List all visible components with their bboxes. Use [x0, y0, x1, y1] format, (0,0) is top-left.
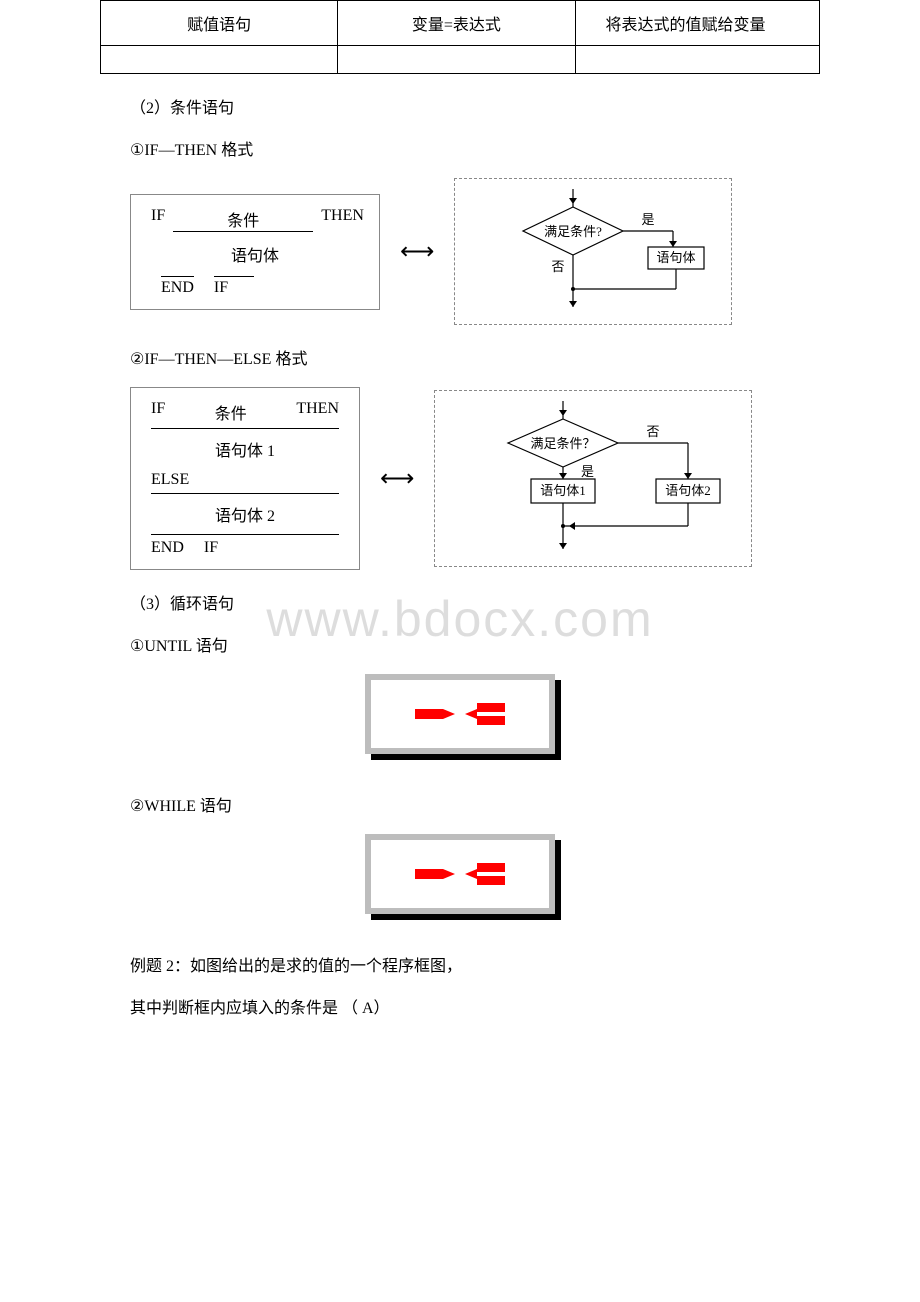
flowchart-svg: 满足条件？ 否 语句体2 是 语句体1 — [443, 401, 743, 551]
label-if-then-else: ②IF—THEN—ELSE 格式 — [130, 345, 820, 369]
kw-else: ELSE — [151, 471, 189, 489]
yes-label: 是 — [642, 212, 655, 227]
kw-if2: IF — [204, 539, 218, 557]
if-then-diagram-row: IF 条件 THEN 语句体 END IF ⟷ 满足条件? 是 语 — [130, 178, 820, 325]
kw-if2: IF — [214, 276, 254, 297]
diamond-label: 满足条件? — [545, 224, 603, 239]
until-placeholder-image — [365, 674, 555, 754]
cond-text: 条件 — [215, 400, 247, 424]
if-else-pseudocode-box: IF 条件 THEN 语句体 1 ELSE 语句体 2 END IF — [130, 387, 360, 570]
if-then-pseudocode-box: IF 条件 THEN 语句体 END IF — [130, 194, 380, 310]
kw-if: IF — [151, 207, 165, 232]
no-label: 否 — [647, 424, 660, 439]
bidirectional-arrow-icon: ⟷ — [400, 237, 434, 266]
if-then-flowchart: 满足条件? 是 语句体 否 — [454, 178, 732, 325]
if-else-diagram-row: IF 条件 THEN 语句体 1 ELSE 语句体 2 END IF ⟷ 满足条… — [130, 387, 820, 570]
kw-if: IF — [151, 400, 165, 424]
cell-format: 变量=表达式 — [338, 1, 575, 46]
no-label: 否 — [552, 259, 565, 274]
body1-box-label: 语句体1 — [541, 483, 587, 498]
body-text: 语句体 — [151, 234, 359, 274]
body-box-label: 语句体 — [657, 250, 696, 265]
kw-end: END — [161, 276, 194, 297]
table-row-empty — [101, 46, 820, 74]
bidirectional-arrow-icon: ⟷ — [380, 464, 414, 493]
label-if-then: ①IF—THEN 格式 — [130, 136, 820, 160]
cell-empty — [338, 46, 575, 74]
label-while: ②WHILE 语句 — [130, 792, 820, 816]
body1-text: 语句体 1 — [151, 429, 339, 469]
label-until: ①UNTIL 语句 — [130, 632, 820, 656]
example2-line2: 其中判断框内应填入的条件是 （ A） — [130, 994, 820, 1018]
cell-statement-name: 赋值语句 — [101, 1, 338, 46]
body2-box-label: 语句体2 — [666, 483, 712, 498]
example2-line1: 例题 2：如图给出的是求的值的一个程序框图， — [130, 952, 820, 976]
cell-empty — [575, 46, 819, 74]
kw-then: THEN — [321, 207, 364, 232]
document-content: 赋值语句 变量=表达式 将表达式的值赋给变量 （2）条件语句 ①IF—THEN … — [0, 0, 920, 1076]
kw-then: THEN — [296, 400, 339, 424]
if-else-flowchart: 满足条件？ 否 语句体2 是 语句体1 — [434, 390, 752, 567]
table-row: 赋值语句 变量=表达式 将表达式的值赋给变量 — [101, 1, 820, 46]
cell-empty — [101, 46, 338, 74]
yes-label: 是 — [581, 464, 594, 479]
body2-text: 语句体 2 — [151, 494, 339, 534]
statement-table: 赋值语句 变量=表达式 将表达式的值赋给变量 — [100, 0, 820, 74]
section-loop: （3）循环语句 — [130, 590, 820, 614]
kw-end: END — [151, 539, 184, 557]
broken-image-icon — [415, 859, 505, 889]
section-conditional: （2）条件语句 — [130, 94, 820, 118]
flowchart-svg: 满足条件? 是 语句体 否 — [463, 189, 723, 309]
broken-image-icon — [415, 699, 505, 729]
diamond-label: 满足条件？ — [531, 436, 596, 451]
while-placeholder-image — [365, 834, 555, 914]
cond-text: 条件 — [173, 207, 313, 232]
cell-description: 将表达式的值赋给变量 — [575, 1, 819, 46]
